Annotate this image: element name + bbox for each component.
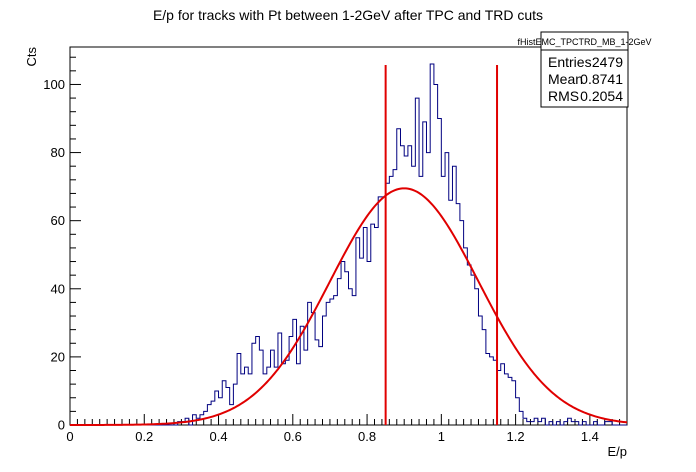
x-tick-label: 1.2	[507, 429, 525, 444]
x-tick-label: 0.4	[209, 429, 227, 444]
stats-box-frame	[540, 31, 629, 108]
stats-entries-label: Entries	[548, 54, 592, 70]
y-tick-label: 0	[58, 418, 65, 433]
y-tick-label: 100	[43, 77, 65, 92]
y-tick-label: 80	[51, 145, 65, 160]
y-axis-ticks: 0 20 40 60 80 100	[43, 56, 81, 433]
x-tick-label: 0.6	[284, 429, 302, 444]
x-axis-label: E/p	[607, 444, 627, 459]
chart-title: E/p for tracks with Pt between 1-2GeV af…	[153, 7, 543, 23]
stats-entries-value: 2479	[592, 54, 623, 70]
y-axis-label: Cts	[24, 47, 39, 67]
y-tick-label: 40	[51, 281, 65, 296]
x-tick-label: 0	[66, 429, 73, 444]
stats-mean-value: 0.8741	[580, 71, 623, 87]
x-tick-label: 1	[438, 429, 445, 444]
stats-rms-label: RMS	[548, 88, 579, 104]
histogram-series	[70, 63, 627, 426]
stats-mean-label: Mean	[548, 71, 583, 87]
y-tick-label: 20	[51, 349, 65, 364]
x-tick-label: 0.8	[358, 429, 376, 444]
y-tick-label: 60	[51, 213, 65, 228]
plot-frame	[69, 46, 628, 426]
x-tick-label: 1.4	[581, 429, 599, 444]
stats-box-title: fHistEMC_TPCTRD_MB_1-2GeV	[517, 37, 651, 47]
stats-box: fHistEMC_TPCTRD_MB_1-2GeV Entries 2479 M…	[517, 31, 652, 108]
gaussian-fit-curve	[70, 187, 628, 426]
cut-lines	[384, 65, 499, 425]
stats-rms-value: 0.2054	[580, 88, 623, 104]
x-tick-label: 0.2	[135, 429, 153, 444]
